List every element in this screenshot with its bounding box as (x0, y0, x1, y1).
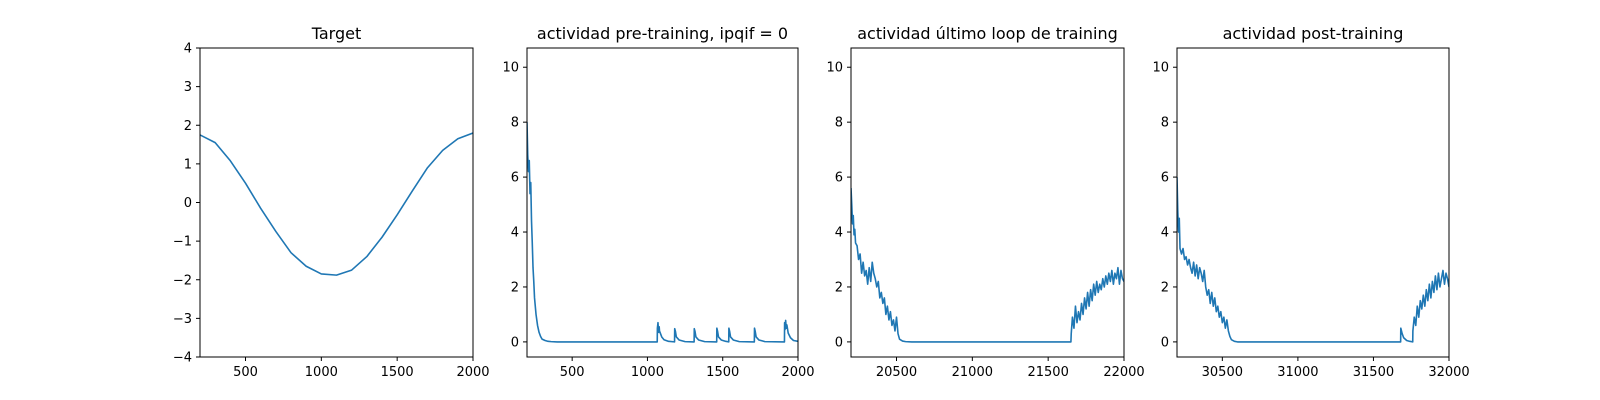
y-tick-label: 8 (835, 116, 843, 131)
axes-frame (850, 47, 1125, 358)
series-line-1 (1177, 177, 1449, 343)
y-tick-label: −2 (173, 273, 192, 288)
y-tick-label: 6 (1161, 171, 1169, 186)
y-tick-label: −3 (173, 312, 192, 327)
series-line-1 (200, 132, 473, 276)
y-tick-label: 4 (1161, 226, 1169, 241)
x-tick-label: 21500 (1027, 365, 1068, 380)
y-tick-label: −4 (173, 351, 192, 366)
x-tick-label: 500 (233, 365, 258, 380)
y-tick-label: 0 (835, 335, 843, 350)
y-tick-label: 8 (511, 116, 519, 131)
y-tick-label: 2 (835, 280, 843, 295)
y-tick-label: 10 (1152, 61, 1169, 76)
axes-frame (1176, 47, 1450, 358)
y-tick-label: −1 (173, 235, 192, 250)
y-tick-label: 10 (502, 61, 519, 76)
chart-title: Target (311, 24, 362, 43)
x-tick-label: 31000 (1277, 365, 1318, 380)
chart-title: actividad pre-training, ipqif = 0 (537, 24, 788, 43)
x-tick-label: 32000 (1428, 365, 1469, 380)
axes-frame (199, 47, 474, 358)
y-tick-label: 2 (511, 280, 519, 295)
x-tick-label: 30500 (1202, 365, 1243, 380)
x-tick-label: 1500 (381, 365, 414, 380)
y-tick-label: 1 (184, 157, 192, 172)
y-tick-label: 2 (184, 119, 192, 134)
x-tick-label: 1000 (631, 365, 664, 380)
y-tick-label: 4 (511, 226, 519, 241)
y-tick-label: 8 (1161, 116, 1169, 131)
y-tick-label: 0 (511, 335, 519, 350)
x-tick-label: 1000 (305, 365, 338, 380)
x-tick-label: 22000 (1103, 365, 1144, 380)
x-tick-label: 20500 (876, 365, 917, 380)
y-tick-label: 6 (511, 171, 519, 186)
axes-frame (526, 47, 799, 358)
y-tick-label: 4 (835, 226, 843, 241)
y-tick-label: 6 (835, 171, 843, 186)
chart-panel-4: 30500 31000 31500 32000 0 2 4 6 8 10 actividad pos… (1152, 24, 1469, 380)
chart-panel-3: 20500 21000 21500 22000 0 2 4 6 8 10 actividad últ… (826, 24, 1144, 380)
chart-panel-2: 500 1000 1500 2000 0 2 4 6 8 10 actividad pre-trai… (502, 24, 814, 380)
series-line-1 (527, 122, 798, 343)
y-tick-label: 0 (184, 196, 192, 211)
chart-title: actividad último loop de training (857, 24, 1118, 43)
x-tick-label: 2000 (781, 365, 814, 380)
x-tick-label: 1500 (706, 365, 739, 380)
y-tick-label: 0 (1161, 335, 1169, 350)
y-tick-label: 2 (1161, 280, 1169, 295)
x-tick-label: 500 (560, 365, 585, 380)
y-tick-label: 10 (826, 61, 843, 76)
y-tick-label: 3 (184, 80, 192, 95)
chart-panel-1: 500 1000 1500 2000 −4 −3 −2 −1 0 1 2 3 4 Target (173, 24, 490, 380)
x-tick-label: 31500 (1353, 365, 1394, 380)
series-line-1 (851, 188, 1124, 343)
x-tick-label: 21000 (952, 365, 993, 380)
chart-title: actividad post-training (1223, 24, 1404, 43)
x-tick-label: 2000 (456, 365, 489, 380)
y-tick-label: 4 (184, 42, 192, 57)
